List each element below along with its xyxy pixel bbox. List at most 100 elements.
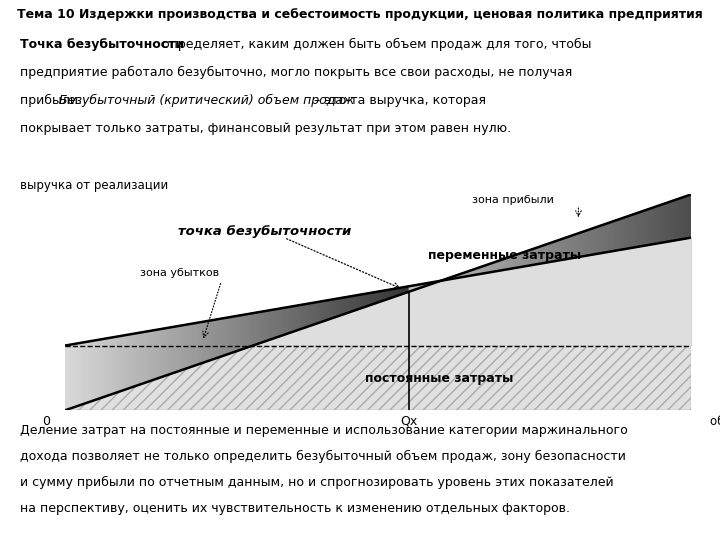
Polygon shape (313, 302, 316, 325)
Polygon shape (213, 320, 217, 359)
Text: определяет, каким должен быть объем продаж для того, чтобы: определяет, каким должен быть объем прод… (158, 38, 592, 51)
Polygon shape (531, 249, 534, 265)
Text: – это та выручка, которая: – это та выручка, которая (310, 94, 485, 107)
Polygon shape (562, 238, 564, 260)
Polygon shape (505, 258, 508, 269)
Polygon shape (503, 259, 505, 270)
Polygon shape (621, 218, 624, 249)
Polygon shape (289, 306, 292, 333)
Polygon shape (368, 293, 372, 306)
Polygon shape (240, 315, 244, 350)
Polygon shape (609, 221, 612, 252)
Polygon shape (265, 310, 268, 341)
Polygon shape (539, 246, 542, 264)
Text: Тема 10 Издержки производства и себестоимость продукции, ценовая политика предпр: Тема 10 Издержки производства и себестои… (17, 8, 703, 21)
Polygon shape (244, 314, 248, 349)
Polygon shape (223, 318, 227, 356)
Polygon shape (513, 255, 516, 268)
Polygon shape (258, 312, 261, 344)
Text: зона убытков: зона убытков (140, 268, 219, 279)
Polygon shape (285, 307, 289, 334)
Polygon shape (185, 324, 189, 369)
Polygon shape (179, 326, 182, 371)
Polygon shape (593, 227, 595, 254)
Polygon shape (435, 281, 438, 283)
Polygon shape (296, 305, 299, 331)
Polygon shape (590, 228, 593, 255)
Polygon shape (466, 271, 469, 276)
Polygon shape (382, 291, 385, 301)
Polygon shape (202, 321, 206, 363)
Polygon shape (65, 345, 68, 410)
Polygon shape (669, 201, 672, 241)
Polygon shape (389, 289, 392, 299)
Polygon shape (618, 219, 621, 250)
Polygon shape (82, 342, 86, 404)
Polygon shape (341, 298, 344, 315)
Polygon shape (449, 277, 451, 279)
Polygon shape (412, 285, 415, 291)
Polygon shape (196, 322, 199, 365)
Polygon shape (168, 327, 171, 375)
Polygon shape (113, 337, 117, 394)
Polygon shape (615, 220, 618, 251)
Text: Точка безубыточности: Точка безубыточности (20, 38, 184, 51)
Text: точка безубыточности: точка безубыточности (178, 225, 351, 239)
Polygon shape (677, 198, 680, 240)
Polygon shape (488, 264, 491, 273)
Polygon shape (251, 313, 254, 346)
Polygon shape (581, 231, 584, 256)
Polygon shape (151, 330, 154, 381)
Polygon shape (395, 288, 399, 296)
Polygon shape (432, 282, 435, 284)
Polygon shape (310, 303, 313, 326)
Polygon shape (550, 242, 553, 262)
Text: и сумму прибыли по отчетным данным, но и спрогнозировать уровень этих показателе: и сумму прибыли по отчетным данным, но и… (20, 476, 613, 489)
Polygon shape (182, 325, 185, 370)
Polygon shape (660, 204, 663, 243)
Polygon shape (469, 270, 472, 276)
Polygon shape (441, 280, 443, 281)
Polygon shape (626, 216, 629, 249)
Polygon shape (629, 215, 632, 248)
Polygon shape (632, 214, 635, 248)
Polygon shape (347, 296, 351, 313)
Polygon shape (137, 333, 140, 386)
Polygon shape (361, 294, 364, 308)
Polygon shape (438, 281, 441, 282)
Polygon shape (657, 205, 660, 244)
Polygon shape (598, 226, 601, 254)
Polygon shape (525, 251, 528, 266)
Polygon shape (423, 284, 426, 287)
Polygon shape (556, 240, 559, 261)
Polygon shape (399, 287, 402, 295)
Text: дохода позволяет не только определить безубыточный объем продаж, зону безопаснос: дохода позволяет не только определить бе… (20, 450, 626, 463)
Polygon shape (418, 284, 420, 289)
Polygon shape (457, 274, 460, 278)
Polygon shape (595, 226, 598, 254)
Polygon shape (140, 332, 144, 384)
Polygon shape (330, 299, 333, 319)
Polygon shape (148, 330, 151, 382)
Polygon shape (528, 250, 531, 266)
Text: прибыли.: прибыли. (20, 94, 86, 107)
Text: выручка от реализации: выручка от реализации (20, 179, 168, 192)
Polygon shape (587, 230, 590, 255)
Text: зона прибыли: зона прибыли (472, 195, 554, 205)
Polygon shape (279, 308, 282, 337)
Text: переменные затраты: переменные затраты (428, 249, 581, 262)
Polygon shape (641, 211, 643, 246)
Polygon shape (573, 234, 575, 258)
Polygon shape (165, 328, 168, 376)
Polygon shape (230, 316, 233, 353)
Polygon shape (248, 314, 251, 347)
Polygon shape (516, 254, 519, 268)
Polygon shape (199, 322, 202, 364)
Polygon shape (500, 260, 503, 271)
Polygon shape (306, 303, 310, 327)
Polygon shape (337, 298, 341, 316)
Polygon shape (406, 286, 409, 293)
Polygon shape (477, 267, 480, 274)
Polygon shape (175, 326, 179, 373)
Polygon shape (68, 345, 72, 409)
